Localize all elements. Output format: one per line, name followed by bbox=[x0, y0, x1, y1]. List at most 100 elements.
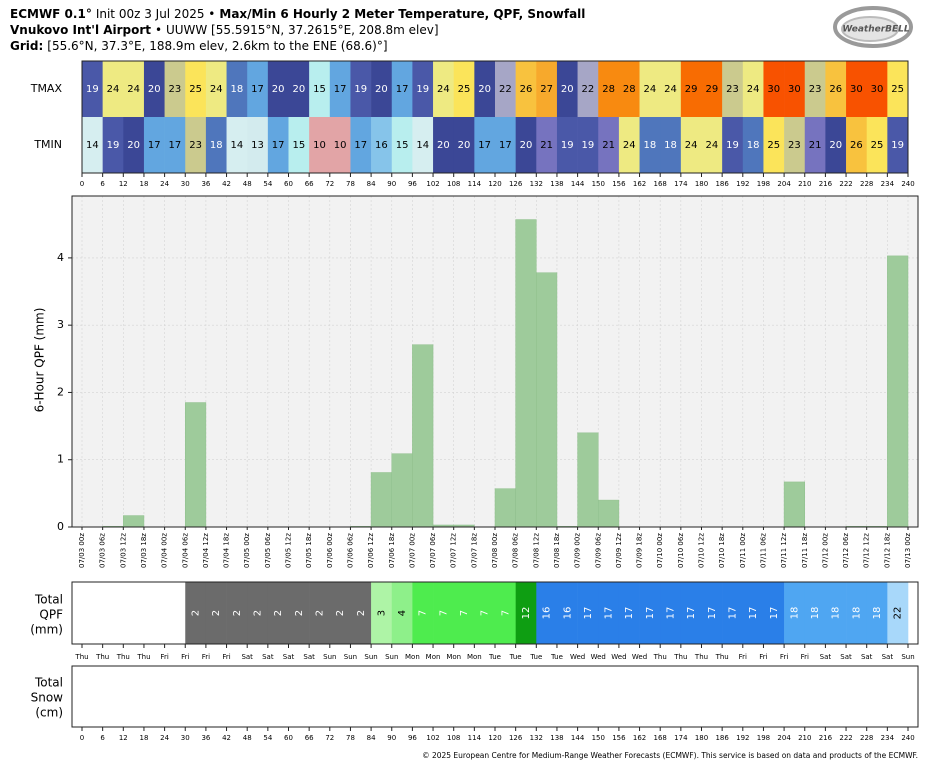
bar bbox=[783, 481, 805, 528]
temp-cell bbox=[453, 61, 475, 117]
temp-cell bbox=[680, 117, 702, 173]
x-tick-label: 07/05 18z bbox=[305, 533, 313, 568]
title: ECMWF 0.1° Init 00z 3 Jul 2025 • Max/Min 6… bbox=[10, 7, 585, 21]
total-qpf-value: 2 bbox=[253, 610, 264, 616]
hour-tick-label: 72 bbox=[325, 734, 334, 742]
temp-value: 21 bbox=[540, 140, 553, 151]
day-label: Wed bbox=[611, 653, 626, 661]
day-label: Sat bbox=[840, 653, 852, 661]
temp-cell bbox=[495, 117, 516, 173]
total-qpf-cell bbox=[309, 582, 331, 644]
temp-value: 30 bbox=[871, 84, 884, 95]
hour-tick-label: 90 bbox=[387, 180, 396, 188]
x-tick-label: 07/08 18z bbox=[553, 533, 561, 568]
temp-cell bbox=[247, 61, 269, 117]
hour-tick-label: 174 bbox=[674, 734, 688, 742]
hour-tick-label: 78 bbox=[346, 180, 355, 188]
total-qpf-value: 3 bbox=[376, 610, 387, 616]
temp-cell bbox=[371, 61, 393, 117]
temp-value: 21 bbox=[602, 140, 615, 151]
day-label: Thu bbox=[673, 653, 687, 661]
grid-info: Grid: [55.6°N, 37.3°E, 188.9m elev, 2.6km… bbox=[10, 39, 388, 53]
hour-tick-label: 18 bbox=[139, 734, 148, 742]
temp-value: 17 bbox=[148, 140, 161, 151]
bar bbox=[123, 515, 145, 528]
x-tick-label: 07/10 12z bbox=[698, 533, 706, 568]
temp-value: 18 bbox=[747, 140, 760, 151]
temp-cell bbox=[742, 117, 764, 173]
total-qpf-cell bbox=[185, 582, 207, 644]
temp-cell bbox=[660, 117, 682, 173]
temp-value: 29 bbox=[685, 84, 698, 95]
total-qpf-value: 17 bbox=[645, 607, 656, 620]
hour-tick-label: 192 bbox=[736, 180, 749, 188]
temp-value: 24 bbox=[664, 84, 677, 95]
day-label: Sun bbox=[385, 653, 398, 661]
total-qpf-value: 17 bbox=[727, 607, 738, 620]
title-model: ECMWF 0.1° bbox=[10, 7, 92, 21]
hour-tick-label: 222 bbox=[839, 180, 852, 188]
total-qpf-value: 12 bbox=[521, 607, 532, 620]
temp-cell bbox=[309, 117, 331, 173]
temp-cell bbox=[722, 117, 744, 173]
total-qpf-value: 18 bbox=[872, 607, 883, 620]
x-tick-label: 07/04 18z bbox=[223, 533, 231, 568]
hour-tick-label: 54 bbox=[263, 180, 272, 188]
x-tick-label: 07/11 00z bbox=[739, 533, 747, 568]
total-qpf-label: (mm) bbox=[30, 623, 63, 637]
logo-swirl bbox=[833, 6, 913, 48]
total-qpf-cell bbox=[371, 582, 393, 644]
temp-value: 23 bbox=[189, 140, 202, 151]
x-tick-label: 07/07 18z bbox=[470, 533, 478, 568]
temp-cell bbox=[536, 117, 558, 173]
total-qpf-cell bbox=[660, 582, 682, 644]
temp-value: 24 bbox=[685, 140, 698, 151]
total-qpf-cell bbox=[433, 582, 454, 644]
bar bbox=[391, 453, 413, 528]
total-qpf-value: 18 bbox=[810, 607, 821, 620]
temp-value: 30 bbox=[788, 84, 801, 95]
temp-cell bbox=[536, 61, 558, 117]
temp-value: 18 bbox=[644, 140, 657, 151]
day-label: Wed bbox=[591, 653, 606, 661]
temp-cell bbox=[556, 117, 578, 173]
hour-tick-label: 0 bbox=[80, 734, 84, 742]
x-tick-label: 07/08 12z bbox=[532, 533, 540, 568]
hour-tick-label: 12 bbox=[119, 180, 128, 188]
total-qpf-value: 17 bbox=[769, 607, 780, 620]
temp-value: 20 bbox=[437, 140, 450, 151]
temp-cell bbox=[185, 117, 207, 173]
total-qpf-cell bbox=[577, 582, 599, 644]
total-qpf-value: 2 bbox=[335, 610, 346, 616]
total-qpf-label: Total bbox=[34, 593, 63, 607]
temp-value: 22 bbox=[582, 84, 595, 95]
day-label: Sun bbox=[323, 653, 336, 661]
hour-tick-label: 210 bbox=[798, 734, 811, 742]
x-tick-label: 07/03 18z bbox=[140, 533, 148, 568]
hour-tick-label: 234 bbox=[881, 180, 895, 188]
total-qpf-cell bbox=[846, 582, 867, 644]
hour-tick-label: 54 bbox=[263, 734, 272, 742]
temp-cell bbox=[267, 61, 289, 117]
temp-value: 10 bbox=[313, 140, 326, 151]
y-tick-label: 4 bbox=[57, 251, 64, 264]
day-label: Wed bbox=[570, 653, 585, 661]
total-qpf-value: 16 bbox=[542, 607, 553, 620]
day-label: Sat bbox=[861, 653, 873, 661]
temp-cell bbox=[618, 61, 640, 117]
y-tick-label: 2 bbox=[57, 385, 64, 398]
total-qpf-value: 2 bbox=[232, 610, 243, 616]
temp-cell bbox=[680, 61, 702, 117]
temp-value: 24 bbox=[705, 140, 718, 151]
hour-tick-label: 204 bbox=[777, 180, 791, 188]
y-tick-label: 1 bbox=[57, 453, 64, 466]
day-label: Thu bbox=[136, 653, 150, 661]
hour-tick-label: 6 bbox=[100, 180, 105, 188]
x-tick-label: 07/11 18z bbox=[801, 533, 809, 568]
temp-cell bbox=[804, 61, 826, 117]
day-label: Thu bbox=[95, 653, 109, 661]
temp-cell bbox=[82, 61, 103, 117]
temp-value: 19 bbox=[891, 140, 904, 151]
temp-cell bbox=[474, 117, 496, 173]
total-qpf-value: 17 bbox=[748, 607, 759, 620]
